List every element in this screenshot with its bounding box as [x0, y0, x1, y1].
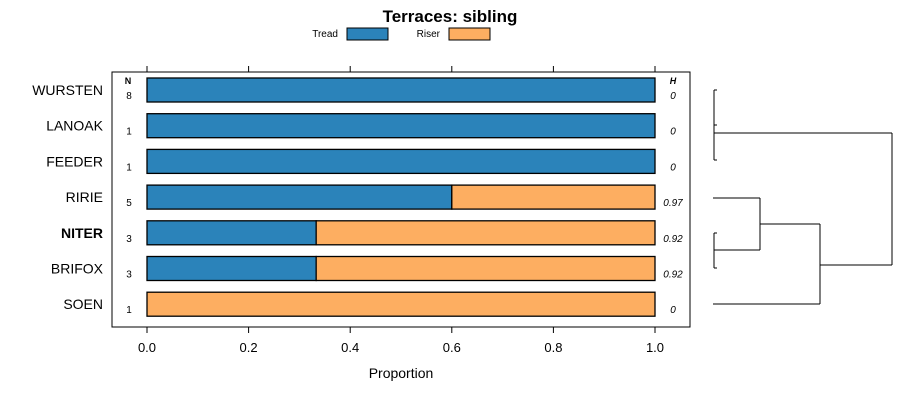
bar-riser-ririe	[451, 184, 656, 210]
bar-tread-brifox	[146, 255, 317, 282]
x-tick-label: 0.0	[138, 340, 156, 355]
bar-tread-wursten	[146, 77, 656, 103]
legend-label-tread: Tread	[312, 29, 338, 40]
legend: Tread Riser	[312, 27, 491, 41]
category-label-brifox: BRIFOX	[51, 261, 104, 277]
x-tick-label: 0.2	[240, 340, 258, 355]
n-column-header: N	[125, 76, 132, 86]
n-value-ririe: 5	[126, 198, 132, 209]
bar-riser-niter	[315, 220, 656, 246]
h-value-feeder: 0	[670, 162, 676, 173]
x-tick-label: 0.6	[443, 340, 461, 355]
x-tick-label: 1.0	[646, 340, 664, 355]
category-label-ririe: RIRIE	[66, 189, 103, 205]
bar-tread-lanoak	[146, 113, 656, 139]
legend-label-riser: Riser	[417, 29, 441, 40]
category-label-lanoak: LANOAK	[46, 118, 103, 134]
plot-frame	[111, 71, 691, 328]
bar-tread-niter	[146, 220, 317, 246]
chart-title: Terraces: sibling	[383, 7, 518, 26]
h-value-niter: 0.92	[663, 234, 683, 245]
h-value-lanoak: 0	[670, 127, 676, 138]
h-value-wursten: 0	[670, 91, 676, 102]
x-tick-label: 0.4	[341, 340, 359, 355]
bar-tread-ririe	[146, 184, 453, 210]
bar-tread-feeder	[146, 148, 656, 175]
bar-riser-brifox	[315, 255, 656, 282]
h-value-brifox: 0.92	[663, 270, 683, 281]
category-label-feeder: FEEDER	[46, 153, 103, 169]
legend-swatch-riser	[448, 27, 491, 41]
dendrogram	[713, 89, 893, 305]
h-value-soen: 0	[670, 305, 676, 316]
h-value-ririe: 0.97	[663, 198, 683, 209]
x-axis: 0.0 0.2 0.4 0.6 0.8 1.0	[138, 66, 664, 355]
x-axis-label: Proportion	[369, 365, 434, 381]
h-column-header: H	[670, 76, 677, 86]
n-value-niter: 3	[126, 234, 132, 245]
legend-swatch-tread	[346, 27, 389, 41]
category-label-niter: NITER	[61, 225, 103, 241]
n-value-feeder: 1	[126, 162, 132, 173]
n-value-wursten: 8	[126, 91, 132, 102]
x-tick-label: 0.8	[544, 340, 562, 355]
bars-layer: WURSTEN 8 0 LANOAK 1 0 FEEDER 1 0 RIRIE 5 0.97 NITER…	[32, 77, 683, 317]
category-label-wursten: WURSTEN	[32, 82, 103, 98]
n-value-lanoak: 1	[126, 127, 132, 138]
bar-riser-soen	[146, 291, 656, 317]
n-value-brifox: 3	[126, 270, 132, 281]
category-label-soen: SOEN	[63, 296, 103, 312]
n-value-soen: 1	[126, 305, 132, 316]
